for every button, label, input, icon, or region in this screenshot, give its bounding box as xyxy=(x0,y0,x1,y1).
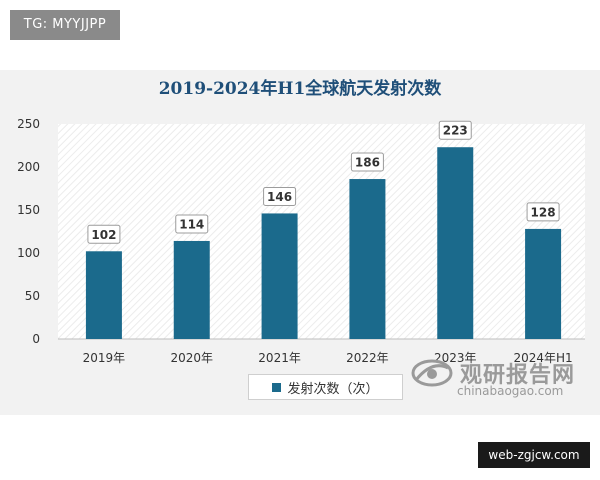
chart-title: 2019-2024年H1全球航天发射次数 xyxy=(158,79,442,99)
x-tick-label: 2020年 xyxy=(170,351,213,365)
bottom-right-tag: web-zgjcw.com xyxy=(478,442,590,468)
data-label-box xyxy=(526,202,560,222)
bar xyxy=(261,213,298,339)
watermark-logo: 观研报告网 xyxy=(410,356,575,390)
bar xyxy=(85,251,122,339)
data-label-box xyxy=(350,152,384,172)
y-tick-label: 150 xyxy=(17,203,40,217)
x-tick-label: 2023年 xyxy=(434,351,477,365)
watermark-url: chinabaogao.com xyxy=(457,384,564,398)
plot-area xyxy=(58,124,585,339)
legend-series-name: 发射次数（次） xyxy=(287,381,379,397)
bar xyxy=(525,228,562,339)
y-tick-label: 50 xyxy=(25,289,40,303)
watermark-eye-icon xyxy=(411,359,453,387)
data-label-box xyxy=(175,214,209,234)
data-label-box xyxy=(87,224,121,244)
bar xyxy=(437,147,474,339)
data-label: 186 xyxy=(355,156,380,170)
x-tick-label: 2022年 xyxy=(346,351,389,365)
x-tick-label: 2024年H1 xyxy=(513,351,572,365)
data-label: 146 xyxy=(267,190,292,204)
y-tick-label: 250 xyxy=(17,117,40,131)
data-label: 223 xyxy=(443,124,468,138)
bar xyxy=(173,240,210,339)
data-label-box xyxy=(438,120,472,140)
y-tick-label: 200 xyxy=(17,160,40,174)
bar xyxy=(349,179,386,339)
data-label: 128 xyxy=(531,205,556,219)
data-label-box xyxy=(263,186,297,206)
y-tick-label: 0 xyxy=(32,332,40,346)
x-tick-label: 2019年 xyxy=(83,351,126,365)
data-label: 102 xyxy=(91,228,116,242)
x-tick-label: 2021年 xyxy=(258,351,301,365)
legend-swatch xyxy=(272,382,282,392)
chart-legend: 发射次数（次） xyxy=(248,374,403,400)
watermark-name: 观研报告网 xyxy=(460,363,576,388)
y-tick-label: 100 xyxy=(17,246,40,260)
top-left-tag: TG: MYYJJPP xyxy=(10,10,120,40)
data-label: 114 xyxy=(179,217,204,231)
